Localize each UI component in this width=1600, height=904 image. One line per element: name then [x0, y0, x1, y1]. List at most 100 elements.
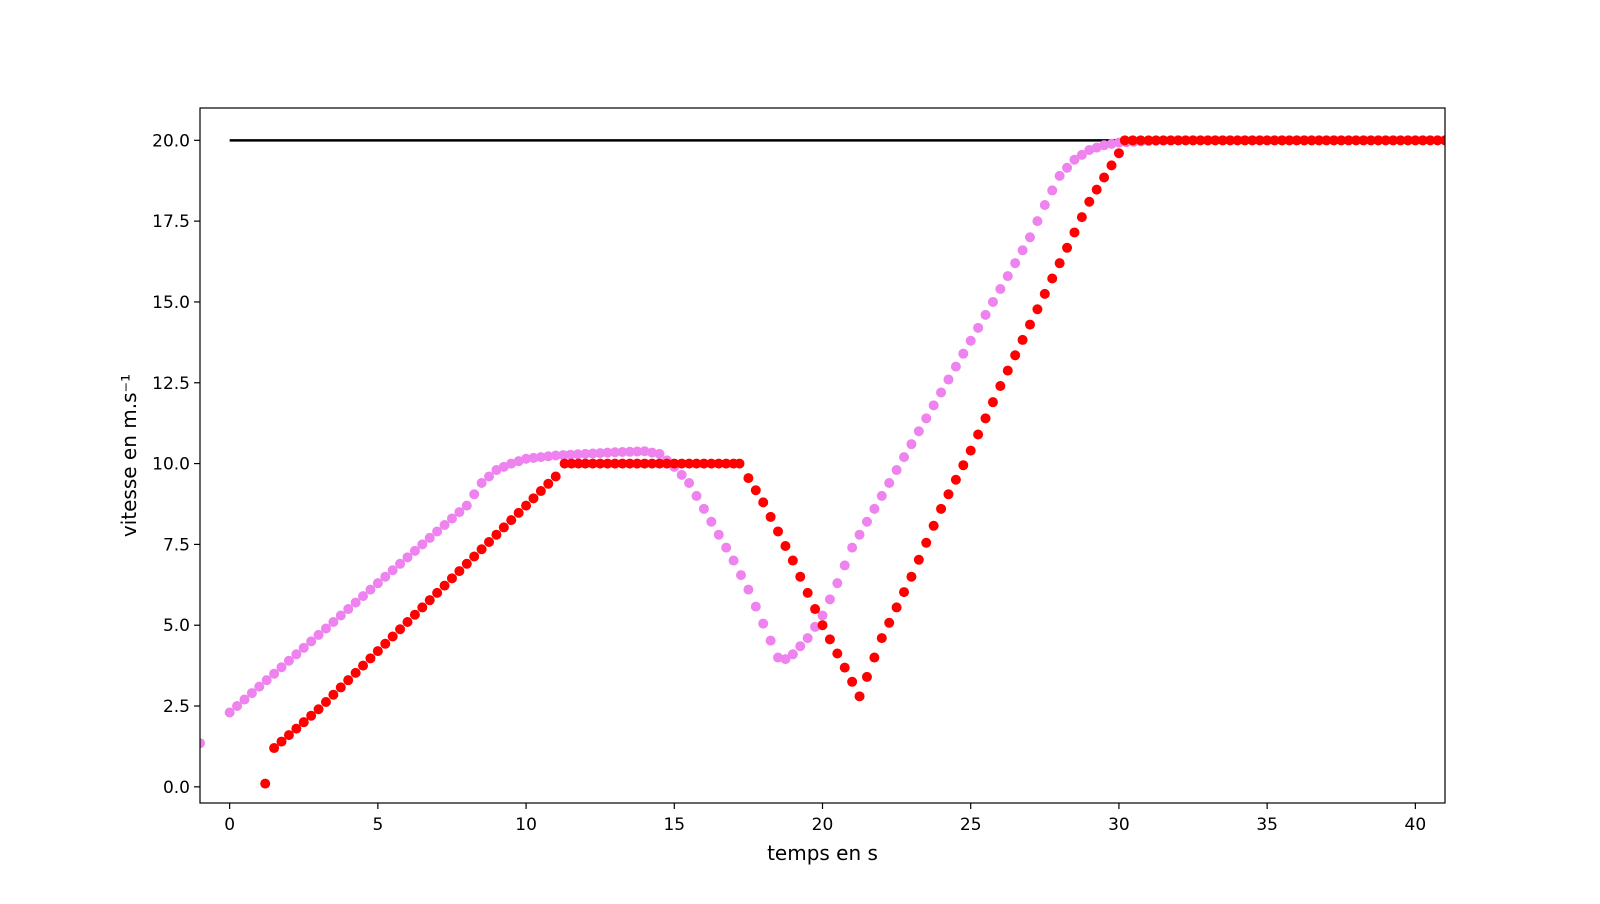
series-2-point — [424, 595, 435, 606]
series-2-point — [1314, 135, 1325, 146]
series-2-point — [587, 458, 598, 469]
series-1-point — [899, 452, 910, 463]
series-2-point — [1217, 135, 1228, 146]
series-2-point — [1358, 135, 1369, 146]
series-2-point — [899, 587, 910, 598]
series-1-point — [543, 451, 554, 462]
series-2-point — [639, 458, 650, 469]
series-2-point — [1054, 258, 1065, 269]
series-2-point — [498, 522, 509, 533]
series-1-point — [239, 694, 250, 705]
series-1-point — [780, 654, 791, 665]
series-2-point — [1069, 227, 1080, 238]
series-1-point — [1099, 140, 1110, 151]
series-1-point — [1025, 232, 1035, 243]
series-1-point — [913, 426, 924, 437]
series-1-point — [283, 655, 294, 666]
x-tick-label: 30 — [1108, 815, 1130, 835]
series-2-point — [559, 458, 570, 469]
series-1-point — [1076, 149, 1087, 160]
series-2-point — [1299, 135, 1310, 146]
series-2-point — [647, 458, 658, 469]
series-2-point — [1076, 212, 1087, 223]
series-2-point — [528, 493, 539, 504]
series-1-point — [1054, 170, 1065, 181]
series-1-point — [1017, 245, 1028, 256]
y-tick-label: 15.0 — [152, 293, 190, 313]
series-1-point — [1062, 162, 1073, 173]
series-1-point — [832, 578, 843, 589]
series-1-point — [824, 594, 835, 605]
series-2-point — [773, 526, 784, 537]
series-1-point — [469, 489, 480, 500]
series-2-point — [365, 653, 376, 664]
series-1-point — [936, 387, 947, 398]
series-2-point — [343, 675, 354, 686]
series-2-point — [610, 458, 620, 469]
series-2-point — [1135, 135, 1146, 146]
series-2-point — [1113, 148, 1124, 159]
series-2-point — [847, 676, 858, 687]
x-tick-label: 5 — [372, 815, 383, 835]
y-tick-label: 5.0 — [163, 616, 190, 636]
series-2-point — [1127, 135, 1138, 146]
series-1-point — [313, 629, 324, 640]
series-2-point — [402, 616, 413, 627]
series-1-point — [787, 649, 798, 660]
series-2-point — [543, 478, 554, 489]
series-2-point — [602, 458, 613, 469]
series-1-point — [921, 413, 932, 424]
series-1-point — [1010, 258, 1021, 269]
series-2-point — [1165, 135, 1176, 146]
series-1-point — [973, 322, 984, 333]
series-2-point — [269, 743, 280, 754]
series-2-point — [358, 660, 369, 671]
series-2-point — [684, 458, 695, 469]
series-2-point — [632, 458, 643, 469]
series-1-point — [587, 448, 598, 459]
series-1-point — [439, 520, 450, 530]
series-2-point — [306, 710, 317, 721]
series-2-point — [1373, 135, 1384, 146]
series-1-point — [446, 513, 457, 524]
series-2-point — [566, 458, 577, 469]
series-2-point — [876, 633, 887, 644]
series-2-point — [832, 648, 843, 659]
series-2-point — [1351, 135, 1362, 146]
x-tick-label: 20 — [812, 815, 834, 835]
series-2-point — [580, 458, 591, 469]
series-2-point — [276, 736, 287, 747]
series-2-point — [661, 458, 672, 469]
series-2-point — [1343, 135, 1354, 146]
series-2-point — [573, 458, 584, 469]
series-2-point — [817, 620, 828, 631]
series-2-point — [1188, 135, 1199, 146]
series-2-point — [787, 555, 798, 566]
series-2-point — [743, 473, 754, 484]
series-2-point — [1291, 135, 1302, 146]
series-2-point — [1039, 288, 1050, 299]
y-axis-label: vitesse en m.s⁻¹ — [117, 374, 141, 537]
series-2-point — [550, 471, 561, 482]
series-1-point — [572, 449, 583, 460]
series-2-point — [884, 617, 895, 628]
series-2-point — [980, 413, 991, 424]
series-2-point — [1106, 160, 1117, 171]
series-1-point — [639, 446, 650, 457]
y-tick-label: 20.0 — [152, 131, 190, 151]
series-1-point — [550, 450, 561, 461]
series-1-point — [654, 448, 665, 459]
series-2-point — [869, 652, 880, 663]
series-2-point — [824, 634, 835, 645]
series-1-point — [728, 555, 739, 566]
series-1-point — [854, 529, 865, 540]
series-1-point — [343, 604, 354, 615]
series-2-point — [1032, 304, 1043, 315]
series-2-point — [906, 571, 917, 582]
series-1-point — [276, 662, 287, 673]
x-tick-label: 0 — [224, 815, 235, 835]
series-2-point — [1202, 135, 1213, 146]
series-1-point — [1032, 216, 1043, 227]
series-2-point — [491, 529, 502, 540]
series-2-point — [1254, 135, 1265, 146]
